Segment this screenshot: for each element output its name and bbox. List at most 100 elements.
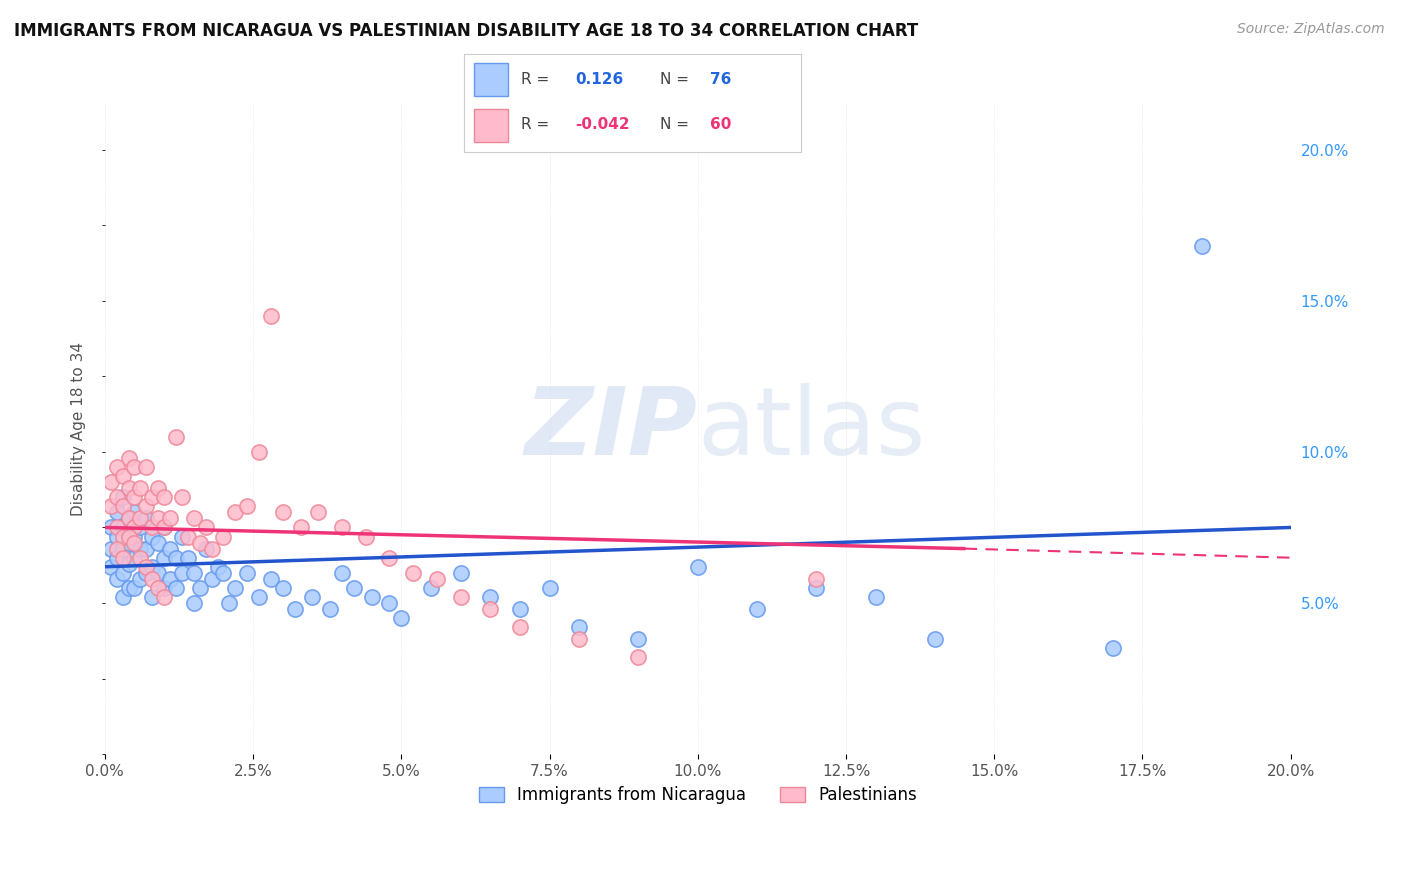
Point bbox=[105, 550, 128, 565]
Point bbox=[105, 572, 128, 586]
Point bbox=[111, 566, 134, 580]
Point bbox=[111, 550, 134, 565]
Point bbox=[117, 511, 139, 525]
Text: Source: ZipAtlas.com: Source: ZipAtlas.com bbox=[1237, 22, 1385, 37]
Point bbox=[360, 590, 382, 604]
Point bbox=[124, 460, 146, 475]
Point bbox=[509, 620, 531, 634]
Point bbox=[1191, 239, 1213, 253]
Point bbox=[124, 581, 146, 595]
Point bbox=[188, 535, 211, 549]
Point bbox=[236, 500, 259, 514]
Point bbox=[170, 490, 193, 504]
Point bbox=[170, 529, 193, 543]
Point bbox=[165, 550, 187, 565]
Text: R =: R = bbox=[522, 117, 550, 132]
Point bbox=[865, 590, 887, 604]
Point bbox=[124, 505, 146, 519]
Point bbox=[402, 566, 425, 580]
Point bbox=[129, 520, 152, 534]
Point bbox=[135, 566, 157, 580]
Text: ZIP: ZIP bbox=[524, 384, 697, 475]
Y-axis label: Disability Age 18 to 34: Disability Age 18 to 34 bbox=[72, 343, 86, 516]
Point bbox=[105, 460, 128, 475]
Point bbox=[236, 566, 259, 580]
Point bbox=[129, 550, 152, 565]
Bar bbox=[474, 110, 508, 142]
Point bbox=[141, 490, 163, 504]
Point bbox=[100, 541, 122, 556]
Text: IMMIGRANTS FROM NICARAGUA VS PALESTINIAN DISABILITY AGE 18 TO 34 CORRELATION CHA: IMMIGRANTS FROM NICARAGUA VS PALESTINIAN… bbox=[14, 22, 918, 40]
Point bbox=[111, 500, 134, 514]
Point bbox=[806, 572, 828, 586]
Point bbox=[153, 581, 176, 595]
Point bbox=[111, 520, 134, 534]
Point bbox=[224, 505, 246, 519]
Point bbox=[165, 581, 187, 595]
Point bbox=[284, 602, 307, 616]
Point bbox=[129, 481, 152, 495]
Point bbox=[153, 520, 176, 534]
Point bbox=[111, 490, 134, 504]
Point bbox=[148, 566, 170, 580]
Point bbox=[124, 535, 146, 549]
Point bbox=[627, 650, 650, 665]
Point bbox=[224, 581, 246, 595]
Point bbox=[135, 511, 157, 525]
Point bbox=[343, 581, 366, 595]
Point bbox=[159, 511, 181, 525]
Point bbox=[165, 430, 187, 444]
Point bbox=[141, 520, 163, 534]
Point bbox=[538, 581, 561, 595]
Point bbox=[568, 632, 591, 647]
Point bbox=[247, 590, 270, 604]
Point bbox=[124, 550, 146, 565]
Point bbox=[170, 566, 193, 580]
Point bbox=[129, 511, 152, 525]
Point bbox=[124, 490, 146, 504]
Point bbox=[745, 602, 768, 616]
Point bbox=[117, 535, 139, 549]
Text: 0.126: 0.126 bbox=[575, 71, 624, 87]
Point bbox=[420, 581, 443, 595]
Point bbox=[124, 520, 146, 534]
Point bbox=[183, 511, 205, 525]
Point bbox=[1101, 641, 1123, 656]
Point bbox=[218, 596, 240, 610]
Point bbox=[159, 572, 181, 586]
Point bbox=[183, 566, 205, 580]
Point bbox=[389, 611, 412, 625]
Point bbox=[194, 520, 217, 534]
Point bbox=[479, 602, 502, 616]
Legend: Immigrants from Nicaragua, Palestinians: Immigrants from Nicaragua, Palestinians bbox=[472, 780, 924, 811]
Point bbox=[135, 500, 157, 514]
Point bbox=[105, 505, 128, 519]
Point bbox=[194, 541, 217, 556]
Point bbox=[271, 581, 294, 595]
Point bbox=[124, 529, 146, 543]
Point bbox=[290, 520, 312, 534]
Point bbox=[117, 481, 139, 495]
Bar bbox=[474, 63, 508, 95]
Point bbox=[450, 566, 472, 580]
Point bbox=[141, 572, 163, 586]
Point bbox=[153, 490, 176, 504]
Point bbox=[100, 500, 122, 514]
Point bbox=[148, 581, 170, 595]
Point bbox=[141, 559, 163, 574]
Point bbox=[200, 541, 222, 556]
Text: N =: N = bbox=[659, 71, 689, 87]
Point bbox=[924, 632, 946, 647]
Point bbox=[319, 602, 342, 616]
Point bbox=[105, 541, 128, 556]
Point bbox=[183, 596, 205, 610]
Point bbox=[212, 529, 235, 543]
Text: 76: 76 bbox=[710, 71, 731, 87]
Point bbox=[686, 559, 709, 574]
Text: N =: N = bbox=[659, 117, 689, 132]
Point bbox=[117, 450, 139, 465]
Point bbox=[450, 590, 472, 604]
Point bbox=[117, 529, 139, 543]
Point bbox=[135, 559, 157, 574]
Point bbox=[111, 529, 134, 543]
